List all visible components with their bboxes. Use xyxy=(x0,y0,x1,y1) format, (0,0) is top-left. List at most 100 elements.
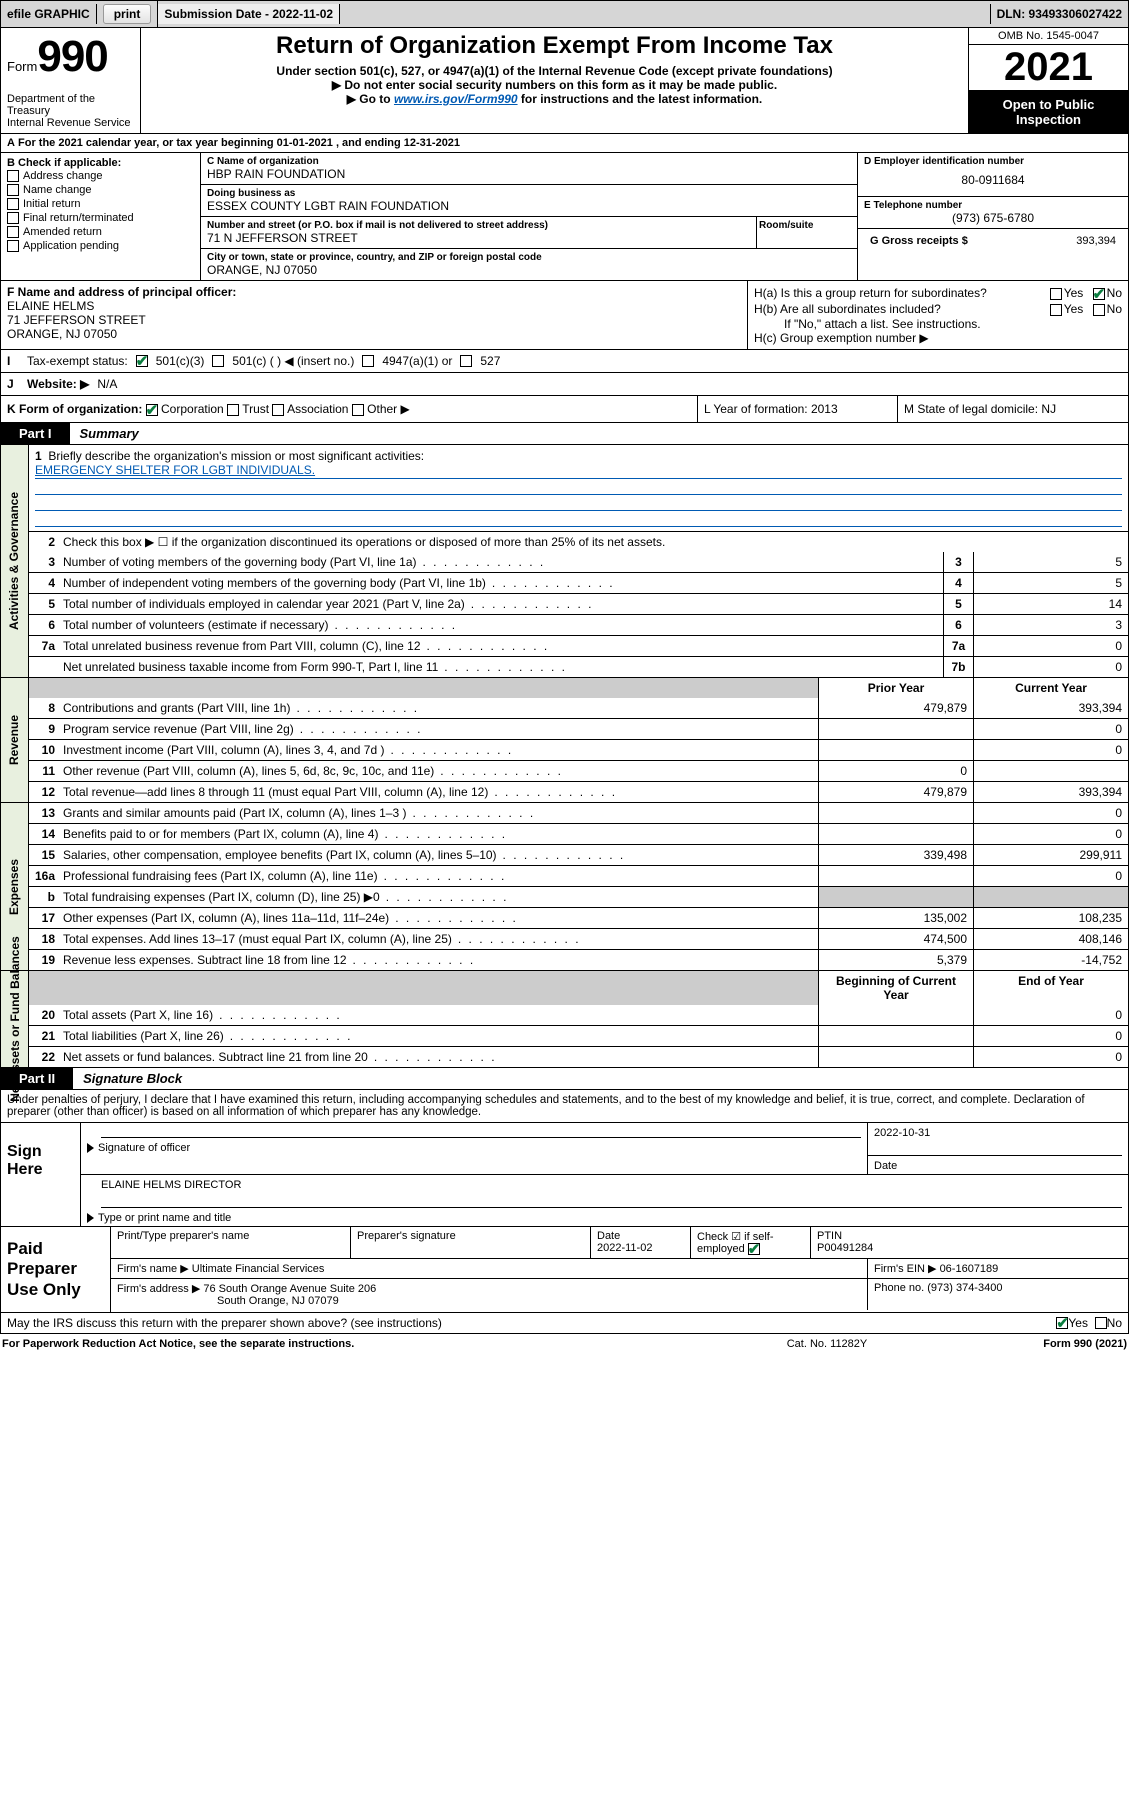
row-desc: Total number of individuals employed in … xyxy=(59,594,943,614)
Ha-yes[interactable] xyxy=(1050,288,1062,300)
chk-address-change[interactable]: Address change xyxy=(7,169,194,183)
s2d: Check this box ▶ ☐ if the organization d… xyxy=(59,532,1128,552)
I-lbl: Tax-exempt status: xyxy=(27,354,128,368)
chk-501c[interactable] xyxy=(212,355,224,367)
row-desc: Total liabilities (Part X, line 26) xyxy=(59,1026,818,1046)
s1n: 1 xyxy=(35,449,42,463)
sign-block: Sign Here Signature of officer 2022-10-3… xyxy=(0,1122,1129,1227)
row-box: 7a xyxy=(943,636,973,656)
preparer-title: Paid Preparer Use Only xyxy=(1,1227,111,1312)
row-box: 3 xyxy=(943,552,973,572)
mission-block: 1 Briefly describe the organization's mi… xyxy=(29,445,1128,531)
summary-row: 11 Other revenue (Part VIII, column (A),… xyxy=(29,760,1128,781)
mission-line2 xyxy=(35,479,1122,495)
row-desc: Contributions and grants (Part VIII, lin… xyxy=(59,698,818,718)
cell-shade xyxy=(973,887,1128,907)
chk-corp[interactable] xyxy=(146,404,158,416)
mission-text: EMERGENCY SHELTER FOR LGBT INDIVIDUALS. xyxy=(35,463,1122,479)
F-name: ELAINE HELMS xyxy=(7,299,741,313)
firm-lbl: Firm's name ▶ xyxy=(117,1263,189,1275)
summary-governance: Activities & Governance 1 Briefly descri… xyxy=(0,445,1129,678)
chk-initial-return[interactable]: Initial return xyxy=(7,197,194,211)
may-no[interactable] xyxy=(1095,1317,1107,1329)
I-o1: 501(c)(3) xyxy=(156,354,205,368)
part2-header: Part II Signature Block xyxy=(0,1068,1129,1090)
city-state-zip: ORANGE, NJ 07050 xyxy=(207,263,851,277)
prior-val: 474,500 xyxy=(818,929,973,949)
row-val: 0 xyxy=(973,657,1128,677)
form-header: Form990 Department of the Treasury Inter… xyxy=(0,28,1129,134)
dba-lbl: Doing business as xyxy=(207,188,851,199)
summary-netassets: Net Assets or Fund Balances Beginning of… xyxy=(0,971,1129,1068)
H-block: H(a) Is this a group return for subordin… xyxy=(748,281,1128,349)
vtab-netassets: Net Assets or Fund Balances xyxy=(1,971,29,1067)
chk-self-employed[interactable] xyxy=(748,1243,760,1255)
summary-row: 22 Net assets or fund balances. Subtract… xyxy=(29,1046,1128,1067)
summary-row: 17 Other expenses (Part IX, column (A), … xyxy=(29,907,1128,928)
room-lbl: Room/suite xyxy=(759,220,851,231)
city-lbl: City or town, state or province, country… xyxy=(207,252,851,263)
print-btn[interactable]: print xyxy=(103,4,152,24)
chk-4947[interactable] xyxy=(362,355,374,367)
no-lbl: No xyxy=(1107,286,1122,300)
summary-row: 5 Total number of individuals employed i… xyxy=(29,593,1128,614)
chk-amended[interactable]: Amended return xyxy=(7,225,194,239)
prior-val xyxy=(818,740,973,760)
row-val: 14 xyxy=(973,594,1128,614)
prior-val xyxy=(818,866,973,886)
Hb-yes[interactable] xyxy=(1050,304,1062,316)
instructions-link[interactable]: www.irs.gov/Form990 xyxy=(394,92,518,106)
row-desc: Other expenses (Part IX, column (A), lin… xyxy=(59,908,818,928)
may-discuss: May the IRS discuss this return with the… xyxy=(0,1313,1129,1334)
open-to-public: Open to Public Inspection xyxy=(969,91,1128,133)
firm-addr-lbl: Firm's address ▶ xyxy=(117,1283,200,1295)
prior-val: 339,498 xyxy=(818,845,973,865)
subtitle-2: ▶ Do not enter social security numbers o… xyxy=(151,78,958,92)
line-A-text: For the 2021 calendar year, or tax year … xyxy=(18,137,460,149)
mission-line4 xyxy=(35,511,1122,527)
summary-row: Net unrelated business taxable income fr… xyxy=(29,656,1128,677)
chk-527[interactable] xyxy=(460,355,472,367)
top-toolbar: efile GRAPHIC print Submission Date - 20… xyxy=(0,0,1129,28)
sign-here-label: Sign Here xyxy=(1,1123,81,1226)
chk-final-return[interactable]: Final return/terminated xyxy=(7,211,194,225)
curr-val: 0 xyxy=(973,719,1128,739)
row-num: 19 xyxy=(29,950,59,970)
print-button[interactable]: print xyxy=(97,1,159,27)
Hb-no[interactable] xyxy=(1093,304,1105,316)
form-number: 990 xyxy=(37,32,107,81)
p-h3v: 2022-11-02 xyxy=(597,1242,684,1254)
Hb: H(b) Are all subordinates included? xyxy=(754,302,941,316)
chk-other[interactable] xyxy=(352,404,364,416)
row-val: 0 xyxy=(973,636,1128,656)
chk-trust[interactable] xyxy=(227,404,239,416)
row-num xyxy=(29,657,59,677)
signer-name-lbl: Type or print name and title xyxy=(98,1212,231,1224)
line-K: K Form of organization: Corporation Trus… xyxy=(0,396,1129,423)
p-h1: Print/Type preparer's name xyxy=(117,1230,344,1242)
opt0: Address change xyxy=(23,170,103,182)
rev-head: Prior Year Current Year xyxy=(29,678,1128,698)
sign-date-val: 2022-10-31 xyxy=(868,1123,1128,1141)
line-A: A For the 2021 calendar year, or tax yea… xyxy=(1,134,1128,153)
chk-501c3[interactable] xyxy=(136,355,148,367)
summary-row: 9 Program service revenue (Part VIII, li… xyxy=(29,718,1128,739)
form-word: Form xyxy=(7,59,37,74)
part1-header: Part I Summary xyxy=(0,423,1129,445)
sub3-post: for instructions and the latest informat… xyxy=(518,92,763,106)
hd-curr: Current Year xyxy=(973,678,1128,698)
chk-name-change[interactable]: Name change xyxy=(7,183,194,197)
opt2: Initial return xyxy=(23,198,80,210)
row-desc: Total revenue—add lines 8 through 11 (mu… xyxy=(59,782,818,802)
part1-tab: Part I xyxy=(1,423,70,444)
sign-date-lbl: Date xyxy=(868,1158,1128,1174)
chk-app-pending[interactable]: Application pending xyxy=(7,239,194,253)
p-h3: Date xyxy=(597,1230,684,1242)
chk-assoc[interactable] xyxy=(272,404,284,416)
row-box: 4 xyxy=(943,573,973,593)
F-lbl: F Name and address of principal officer: xyxy=(7,285,741,299)
may-yes[interactable] xyxy=(1056,1317,1068,1329)
I-o4: 527 xyxy=(480,354,500,368)
Ha-no[interactable] xyxy=(1093,288,1105,300)
summary-row: 10 Investment income (Part VIII, column … xyxy=(29,739,1128,760)
